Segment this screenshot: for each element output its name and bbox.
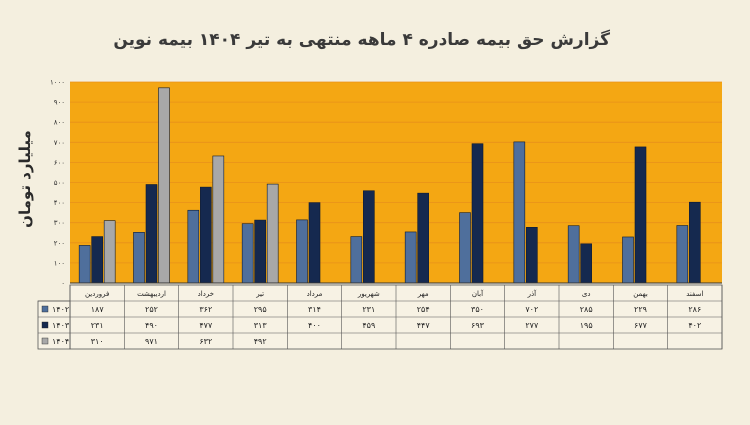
legend-swatch <box>41 321 49 329</box>
category-label: آبان <box>472 289 484 298</box>
category-label: دی <box>582 290 591 298</box>
bar <box>471 143 484 284</box>
data-label: ۳۱۰ <box>91 337 104 346</box>
data-label: ۳۱۴ <box>308 305 321 314</box>
category-label: تیر <box>255 290 264 298</box>
data-label: ۱۸۷ <box>91 305 105 314</box>
y-tick-label: ۷۰۰ <box>54 139 65 147</box>
y-tick-label: ۹۰۰ <box>54 99 65 107</box>
bar <box>200 186 212 284</box>
bar <box>308 202 321 284</box>
bar <box>404 231 417 284</box>
data-label: ۲۵۲ <box>145 305 158 314</box>
y-tick-label: ۴۰۰ <box>54 199 65 207</box>
data-label: ۱۹۵ <box>580 321 593 330</box>
data-label: ۲۲۹ <box>634 305 647 314</box>
data-label: ۹۷۱ <box>145 337 158 346</box>
bar <box>187 209 200 284</box>
data-label: ۴۴۷ <box>417 321 431 330</box>
category-label: خرداد <box>198 290 214 298</box>
category-label: اسفند <box>686 290 703 298</box>
data-label: ۲۸۵ <box>580 305 593 314</box>
data-label: ۳۱۳ <box>254 321 268 330</box>
data-label: ۶۹۳ <box>471 321 485 330</box>
bar <box>91 236 103 284</box>
data-label: ۳۵۰ <box>471 305 484 314</box>
bar <box>133 232 145 284</box>
legend-label: ۱۴۰۴ <box>52 337 69 346</box>
data-label: ۶۳۲ <box>199 337 212 346</box>
bar <box>296 219 308 284</box>
data-label: ۲۸۶ <box>688 305 701 314</box>
data-label: ۲۳۱ <box>362 305 375 314</box>
data-label: ۶۷۷ <box>634 321 648 330</box>
y-tick-label: ۲۰۰ <box>54 239 65 247</box>
y-tick-label: ۳۰۰ <box>54 219 65 227</box>
data-label: ۷۰۲ <box>525 305 538 314</box>
y-tick-label: ۱۰۰۰ <box>50 79 65 87</box>
data-label: ۳۶۲ <box>199 305 212 314</box>
chart-title: گزارش حق بیمه صادره ۴ ماهه منتهی به تیر … <box>113 30 610 50</box>
y-tick-label: ۵۰۰ <box>54 179 65 187</box>
bar <box>676 225 689 284</box>
bar <box>622 236 634 284</box>
legend-swatch <box>41 337 49 345</box>
data-label: ۴۵۹ <box>362 321 375 330</box>
bar <box>266 183 279 284</box>
bar <box>526 227 538 284</box>
bar <box>417 192 429 284</box>
bar <box>634 146 647 284</box>
bar <box>567 225 580 284</box>
bar <box>78 245 91 284</box>
data-label: ۴۰۲ <box>688 321 701 330</box>
legend-label: ۱۴۰۳ <box>52 321 70 330</box>
category-label: آذر <box>527 289 537 298</box>
bar <box>513 141 526 284</box>
data-label: ۲۵۴ <box>417 305 430 314</box>
category-label: فروردین <box>85 290 109 298</box>
data-label: ۴۹۲ <box>254 337 267 346</box>
bar <box>241 223 254 284</box>
legend-swatch <box>41 305 49 313</box>
y-tick-label: ۱۰۰ <box>54 259 65 267</box>
data-label: ۲۷۷ <box>525 321 539 330</box>
y-tick-label: ۶۰۰ <box>54 159 65 167</box>
category-label: مهر <box>417 290 429 298</box>
data-label: ۴۷۷ <box>199 321 213 330</box>
category-label: بهمن <box>633 290 648 298</box>
bar <box>158 87 170 284</box>
legend-label: ۱۴۰۲ <box>52 305 69 314</box>
bar <box>145 184 158 284</box>
category-label: مرداد <box>307 290 323 298</box>
bar <box>212 155 225 284</box>
bar <box>350 236 363 284</box>
data-label: ۴۹۰ <box>145 321 158 330</box>
y-tick-label: ۰ <box>61 280 65 288</box>
category-label: شهریور <box>357 290 380 298</box>
data-label: ۲۹۵ <box>254 305 267 314</box>
bar <box>254 219 266 284</box>
y-tick-label: ۸۰۰ <box>54 119 65 127</box>
bar <box>689 201 701 284</box>
bar <box>103 220 116 284</box>
category-label: اردیبهشت <box>137 290 166 298</box>
bar <box>580 243 592 284</box>
bar <box>459 212 471 284</box>
data-label: ۲۳۱ <box>91 321 104 330</box>
bar <box>363 190 375 284</box>
data-label: ۴۰۰ <box>308 321 321 330</box>
